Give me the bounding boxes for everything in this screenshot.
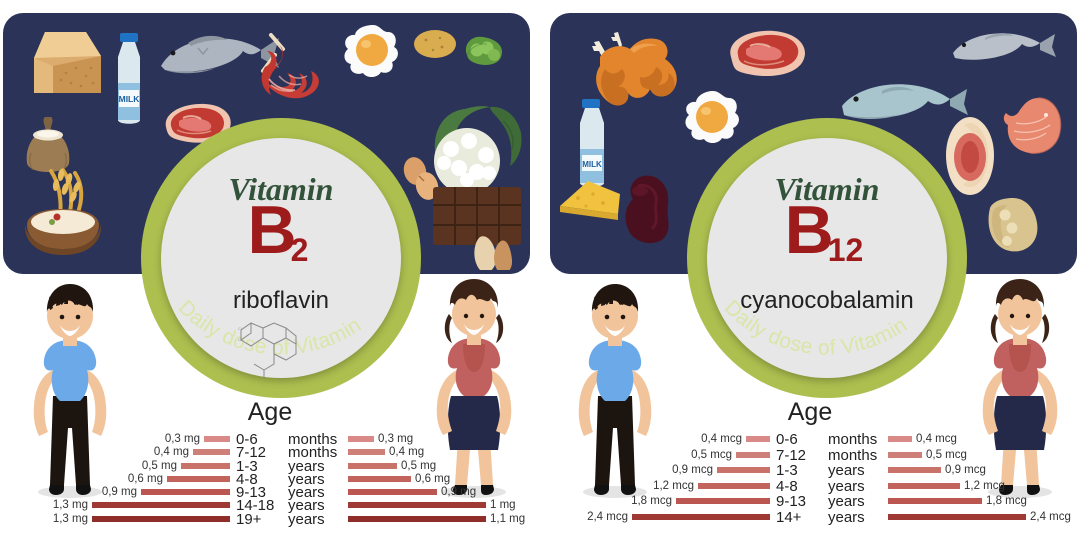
svg-text:Cl: Cl [238,337,242,342]
svg-text:Cl: Cl [238,326,242,331]
svg-text:MILK: MILK [119,94,141,104]
svg-text:MILK: MILK [582,160,602,169]
